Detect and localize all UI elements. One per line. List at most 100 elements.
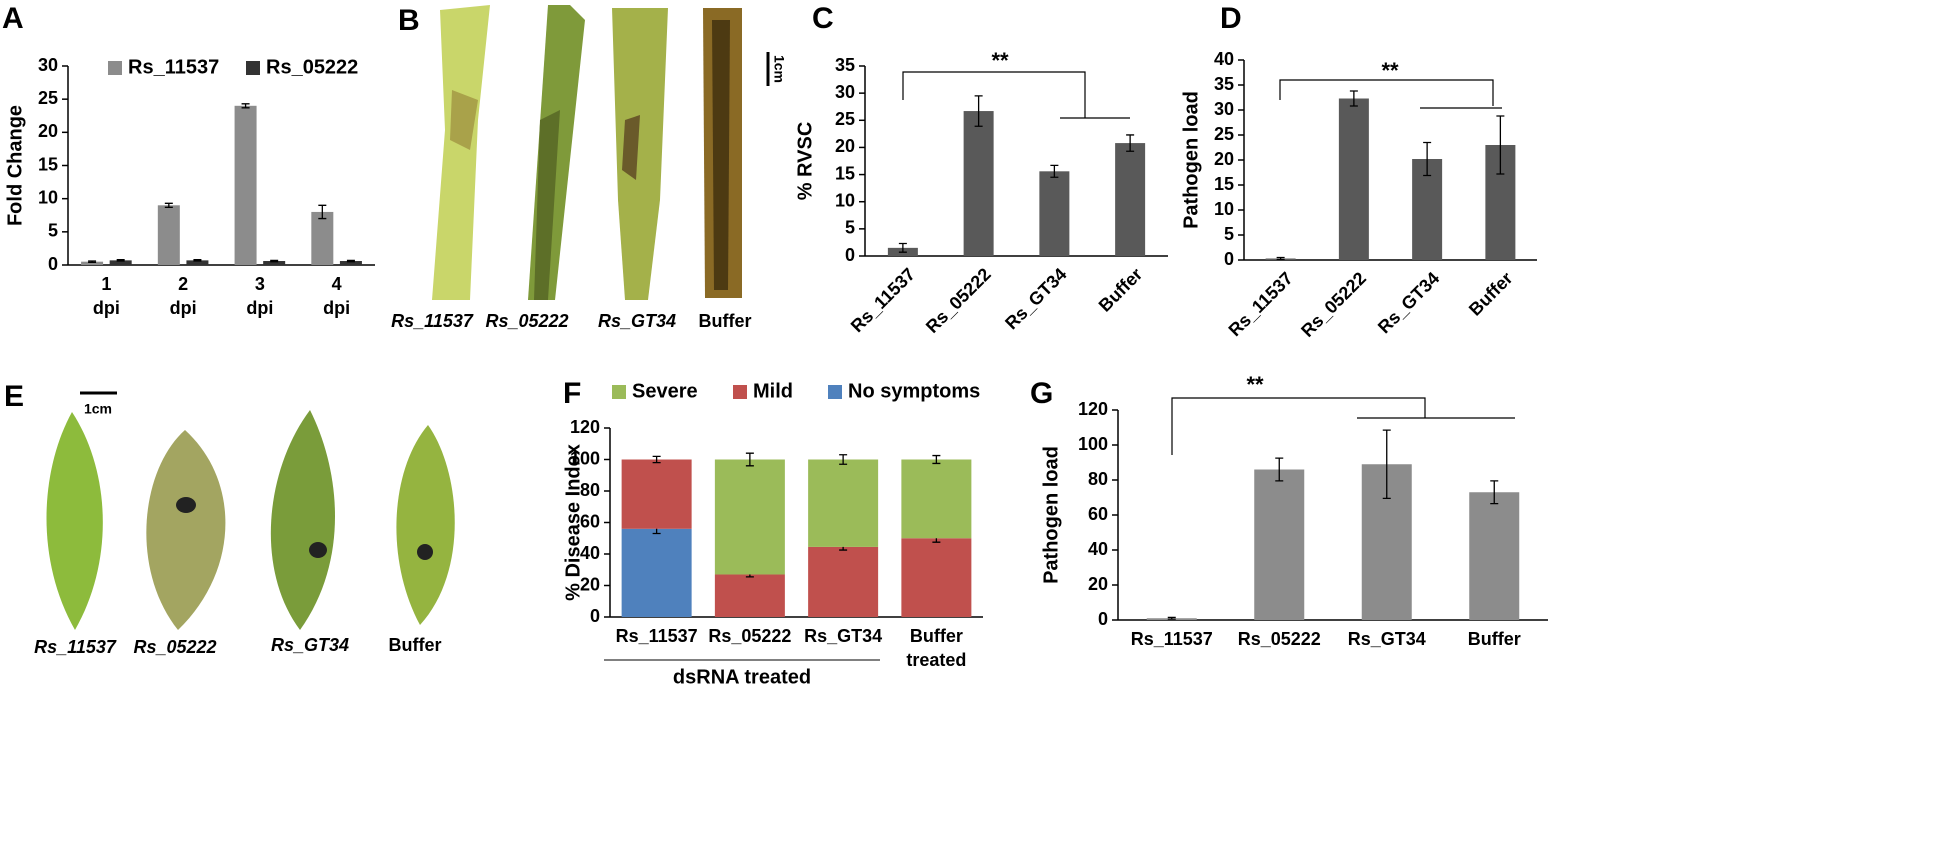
bar-segment [901,538,972,617]
x-tick-label: Rs_05222 [1297,268,1370,341]
bar [81,261,104,265]
x-tick-label: Rs_GT34 [1374,268,1443,337]
y-tick-label: 60 [1088,504,1108,524]
bar [234,105,257,265]
group-label: dsRNA treated [673,666,811,688]
x-tick-label: Rs_11537 [847,264,919,336]
error-bar [88,260,97,263]
y-axis-label: Fold Change [4,105,26,226]
image-label: Rs_GT34 [271,635,349,655]
bar [186,260,209,265]
y-tick-label: 5 [1224,224,1234,244]
image-label: Rs_11537 [34,637,117,657]
bar [1115,143,1146,256]
x-tick-label: Rs_GT34 [804,626,882,646]
y-tick-label: 40 [580,543,600,563]
x-tick-label: Rs_GT34 [1348,629,1426,649]
bar-segment [808,459,879,547]
bar [1469,492,1520,620]
error-bar [839,454,848,465]
y-axis-label: Pathogen load [1040,446,1062,584]
chart-panel: G Pathogen load 0 20 40 60 80 100 120 Rs_11537 Rs_… [1030,372,1548,649]
y-tick-label: 15 [1214,174,1234,194]
image-label: Buffer [699,311,752,331]
y-tick-label: 15 [38,154,58,174]
error-bar [1423,141,1432,177]
image-label: Buffer [389,635,442,655]
panel-letter: C [812,2,834,35]
y-tick-label: 40 [1214,49,1234,69]
x-tick-label: Rs_05222 [922,264,995,337]
y-tick-label: 80 [580,480,600,500]
bar [1254,469,1305,620]
x-tick-label: 4 dpi [323,274,350,318]
legend-label: Mild [753,380,793,402]
legend-label: Rs_05222 [266,56,358,78]
y-tick-label: 20 [580,574,600,594]
y-axis-label: Pathogen load [1180,91,1202,229]
bar-segment [621,528,692,617]
bar [157,205,180,265]
chart-panel: C % RVSC 0 5 10 15 20 25 30 35 Rs_11537 Rs_05222 Rs_… [794,2,1168,337]
legend-swatch [828,385,842,399]
error-bar [1382,429,1391,500]
y-axis-label: % Disease Index [562,444,584,601]
y-tick-label: 60 [580,511,600,531]
x-tick-label: Rs_11537 [616,626,698,646]
x-tick-label: Buffer [1468,629,1521,649]
y-tick-label: 30 [1214,99,1234,119]
scale-label: 1cm [771,55,787,83]
y-tick-label: 30 [38,55,58,75]
error-bar [1490,480,1499,505]
y-tick-label: 5 [48,221,58,241]
y-tick-label: 20 [38,121,58,141]
y-tick-label: 25 [1214,124,1234,144]
significance-bracket [902,71,1130,119]
bar-segment [714,459,785,575]
chart-panel: F % Disease Index 0 20 40 60 80 100 120 Rs_11537 R… [562,377,983,688]
error-bar [932,454,941,465]
y-tick-label: 25 [38,88,58,108]
significance-bracket [1279,79,1502,109]
panel-letter: F [563,377,581,410]
y-tick-label: 15 [835,163,855,183]
x-tick-label: Rs_11537 [1225,268,1297,340]
error-bar [1496,115,1505,175]
x-tick-label: Buffer treated [906,626,966,670]
error-bar [193,259,202,262]
x-tick-label: 2 dpi [170,274,197,318]
x-tick-label: Buffer [1465,268,1517,320]
y-axis-label: % RVSC [794,122,816,201]
legend-swatch [612,385,626,399]
y-tick-label: 120 [570,417,600,437]
x-tick-label: Rs_GT34 [1001,264,1070,333]
panel-letter: B [398,4,420,37]
bar [1338,98,1369,260]
y-tick-label: 30 [835,82,855,102]
y-tick-label: 0 [1224,249,1234,269]
leaf-photos [46,410,455,630]
y-tick-label: 20 [1214,149,1234,169]
error-bar [1126,134,1135,152]
significance-label: ** [991,48,1009,73]
y-tick-label: 120 [1078,399,1108,419]
error-bar [1050,164,1059,178]
y-tick-label: 35 [1214,74,1234,94]
error-bar [241,103,250,109]
legend-label: Severe [632,380,698,402]
y-tick-label: 0 [845,245,855,265]
bar-segment [714,574,785,617]
y-tick-label: 100 [1078,434,1108,454]
significance-label: ** [1246,372,1264,397]
legend-swatch [108,61,122,75]
error-bar [1167,616,1176,620]
error-bar [270,259,279,263]
y-tick-label: 0 [1098,609,1108,629]
y-tick-label: 100 [570,448,600,468]
y-tick-label: 20 [1088,574,1108,594]
y-tick-label: 20 [835,136,855,156]
y-tick-label: 35 [835,55,855,75]
y-tick-label: 10 [1214,199,1234,219]
x-tick-label: Rs_05222 [708,626,791,646]
panel-letter: A [2,2,24,35]
